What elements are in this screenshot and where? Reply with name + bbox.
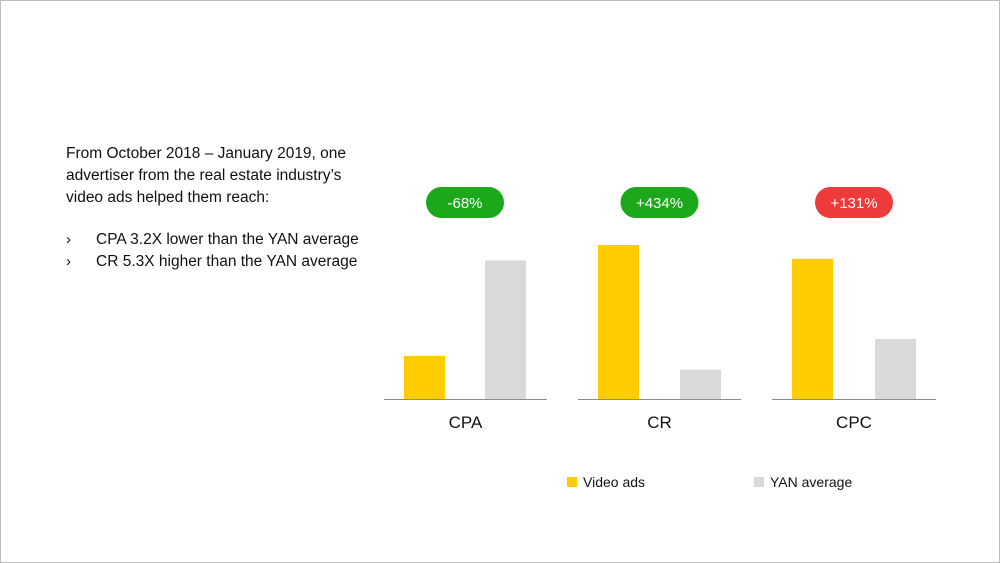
change-badge xyxy=(426,187,504,218)
legend-item-yan-average: YAN average xyxy=(754,474,852,490)
category-label: CPC xyxy=(836,413,872,432)
legend-label: Video ads xyxy=(583,474,646,490)
change-badge-label: +131% xyxy=(830,195,877,212)
category-label: CPA xyxy=(449,413,483,432)
bar-cpa-yan-average xyxy=(485,260,526,399)
bar-cr-yan-average xyxy=(680,369,721,399)
bullet-text: CPA 3.2X lower than the YAN average xyxy=(96,231,359,248)
legend-label: YAN average xyxy=(770,474,853,490)
chevron-right-icon: › xyxy=(66,253,71,270)
change-badge-label: -68% xyxy=(447,195,482,212)
change-badge-label: +434% xyxy=(636,195,683,212)
bar-cpa-video-ads xyxy=(404,355,445,399)
bullet-list: › CPA 3.2X lower than the YAN average › … xyxy=(66,229,366,273)
bullet-text: CR 5.3X higher than the YAN average xyxy=(96,253,358,270)
bullet-item: › CR 5.3X higher than the YAN average xyxy=(66,251,366,273)
bar-cpc-yan-average xyxy=(875,338,916,399)
chevron-right-icon: › xyxy=(66,231,71,248)
change-badge xyxy=(620,187,699,218)
bar-cr-video-ads xyxy=(598,245,639,399)
summary-text: From October 2018 – January 2019, one ad… xyxy=(66,143,366,273)
legend-swatch xyxy=(567,477,577,487)
category-label: CR xyxy=(647,413,672,432)
change-badge xyxy=(815,187,893,218)
intro-paragraph: From October 2018 – January 2019, one ad… xyxy=(66,145,347,206)
bullet-item: › CPA 3.2X lower than the YAN average xyxy=(66,229,366,251)
bar-cpc-video-ads xyxy=(792,258,833,399)
legend-item-video-ads: Video ads xyxy=(567,474,645,490)
legend-swatch xyxy=(754,477,764,487)
